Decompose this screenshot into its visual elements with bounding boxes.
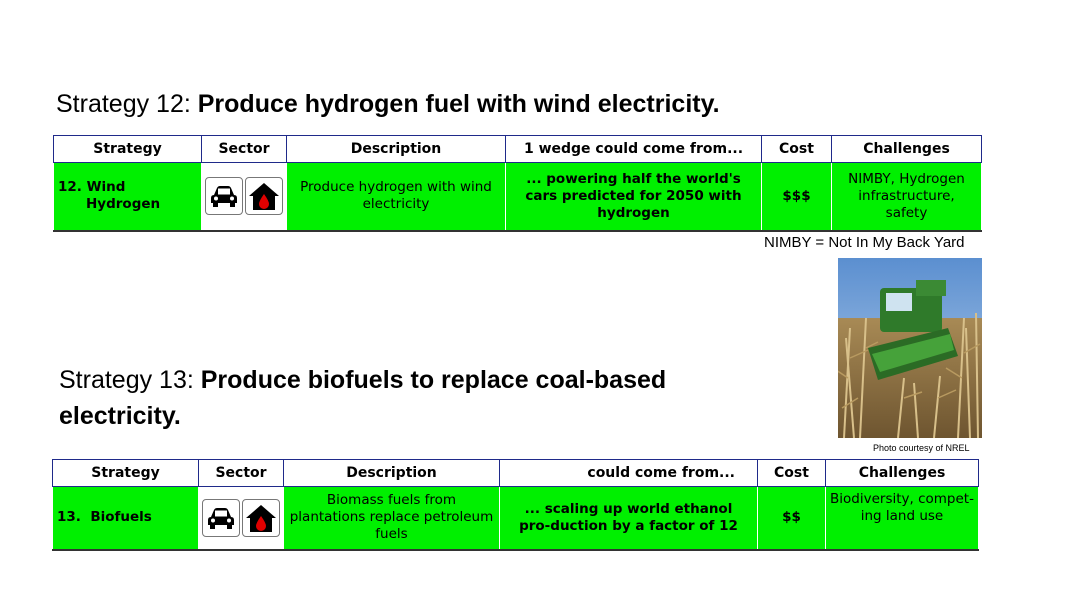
- header-strategy: Strategy: [52, 459, 199, 487]
- header-wedge: could come from...: [499, 459, 758, 487]
- strategy-13-heading-title-line2: electricity.: [59, 402, 181, 430]
- car-icon: [205, 177, 243, 216]
- header-sector: Sector: [198, 459, 284, 487]
- strategy-13-challenges: Biodiversity, compet-ing land use: [825, 486, 979, 551]
- strategy-12-description: Produce hydrogen with wind electricity: [286, 162, 506, 232]
- strategy-12-heading-title: Produce hydrogen fuel with wind electric…: [197, 90, 720, 118]
- header-challenges: Challenges: [831, 135, 982, 163]
- strategy-12-heading-prefix: Strategy 12:: [56, 90, 198, 118]
- strategy-13-description: Biomass fuels from plantations replace p…: [283, 486, 500, 551]
- strategy-12-name-cell: 12. Wind Hydrogen: [53, 162, 202, 232]
- home-fuel-icon: [242, 498, 280, 537]
- strategy-12-wedge: ... powering half the world's cars predi…: [505, 162, 762, 232]
- nimby-note: NIMBY = Not In My Back Yard: [764, 234, 965, 251]
- header-description: Description: [286, 135, 506, 163]
- strategy-12-name-line1: 12. Wind: [58, 179, 126, 196]
- strategy-12-sector-cell: [201, 162, 287, 232]
- strategy-13-wedge: ... scaling up world ethanol pro-duction…: [499, 486, 758, 551]
- strategy-13-heading: Strategy 13: Produce biofuels to replace…: [59, 362, 666, 434]
- photo-credit: Photo courtesy of NREL: [873, 443, 970, 453]
- header-description: Description: [283, 459, 500, 487]
- strategy-13-table: Strategy Sector Description could come f…: [52, 459, 979, 551]
- car-icon: [202, 498, 240, 537]
- strategy-12-cost: $$$: [761, 162, 832, 232]
- strategy-13-cost: $$: [757, 486, 826, 551]
- strategy-12-challenges: NIMBY, Hydrogen infrastructure, safety: [831, 162, 982, 232]
- header-cost: Cost: [761, 135, 832, 163]
- header-strategy: Strategy: [53, 135, 202, 163]
- header-sector: Sector: [201, 135, 287, 163]
- strategy-12-table: Strategy Sector Description 1 wedge coul…: [53, 135, 982, 232]
- strategy-13-name-cell: 13. Biofuels: [52, 486, 199, 551]
- strategy-13-heading-prefix: Strategy 13:: [59, 366, 201, 394]
- home-fuel-icon: [245, 177, 283, 216]
- strategy-12-heading: Strategy 12: Produce hydrogen fuel with …: [56, 86, 720, 122]
- header-cost: Cost: [757, 459, 826, 487]
- header-challenges: Challenges: [825, 459, 979, 487]
- harvester-photo: [838, 258, 982, 438]
- strategy-13-sector-cell: [198, 486, 284, 551]
- strategy-13-heading-title-line1: Produce biofuels to replace coal-based: [200, 366, 667, 394]
- header-wedge: 1 wedge could come from...: [505, 135, 762, 163]
- strategy-12-name-line2: Hydrogen: [86, 196, 161, 213]
